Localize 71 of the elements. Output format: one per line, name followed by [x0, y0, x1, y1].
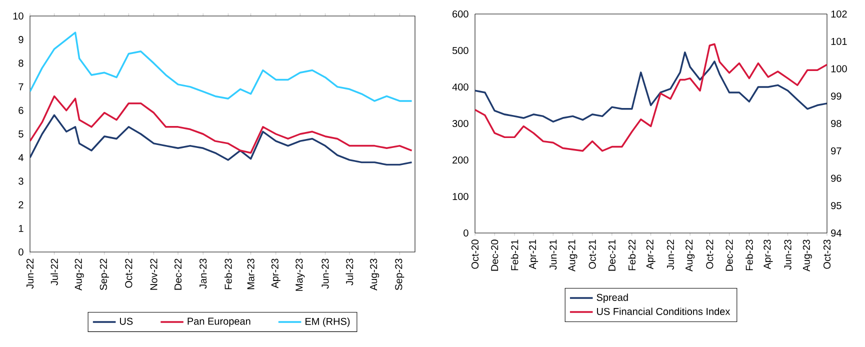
- x-tick-label: Jul-23: [346, 258, 354, 286]
- x-tick-label: Mar-23: [247, 258, 254, 290]
- y-tick-label: 0: [464, 229, 468, 237]
- y-tick-label: 8: [18, 60, 24, 67]
- legend-label: Pan European: [188, 318, 250, 327]
- y2-tick-label: 101: [831, 38, 847, 45]
- x-tick-label: Aug-22: [74, 258, 84, 290]
- y-tick-label: 9: [18, 36, 24, 44]
- x-tick-label: Jan-23: [200, 258, 207, 289]
- legend-label: US Financial Conditions Index: [597, 308, 730, 316]
- x-tick-label: Feb-23: [746, 240, 753, 270]
- y2-tick-label: 99: [831, 92, 842, 100]
- x-tick-label: Aug-23: [370, 258, 380, 290]
- y2-tick-label: 102: [831, 10, 847, 18]
- y-tick-label: 10: [13, 12, 24, 20]
- x-tick-label: Oct-21: [588, 240, 596, 269]
- y2-tick-label: 98: [831, 120, 842, 128]
- y-tick-label: 1: [18, 224, 24, 232]
- x-tick-label: Apr-23: [271, 258, 280, 288]
- x-tick-label: Feb-23: [224, 258, 232, 290]
- y-tick-label: 4: [18, 154, 24, 162]
- legend-label: US: [120, 318, 133, 325]
- y-tick-label: 6: [18, 106, 24, 114]
- x-tick-label: Aug-21: [568, 240, 578, 272]
- x-tick-label: Dec-21: [608, 240, 616, 271]
- y-tick-label: 100: [452, 192, 468, 200]
- x-tick-label: Jun-23: [784, 240, 792, 270]
- x-tick-label: Feb-22: [628, 240, 636, 270]
- x-tick-label: Jun-23: [322, 258, 329, 289]
- y2-tick-label: 95: [831, 202, 842, 210]
- x-tick-label: Sep-22: [100, 258, 109, 290]
- y-tick-label: 0: [18, 248, 24, 256]
- y-tick-label: 300: [452, 120, 468, 128]
- x-tick-label: Jun-22: [666, 240, 674, 270]
- x-tick-label: Oct-22: [125, 258, 132, 288]
- x-tick-label: Oct-23: [823, 240, 831, 269]
- y2-tick-label: 97: [831, 147, 842, 154]
- y-tick-label: 600: [452, 10, 468, 18]
- x-tick-label: Nov-22: [150, 258, 158, 290]
- y-tick-label: 5: [18, 130, 24, 138]
- line-series: [30, 32, 413, 102]
- x-tick-label: Aug-22: [686, 240, 695, 272]
- y2-tick-label: 100: [831, 65, 847, 72]
- line-series: [30, 114, 413, 166]
- y-tick-label: 200: [452, 156, 468, 164]
- x-tick-label: Jun-22: [26, 258, 34, 289]
- line-series: [475, 43, 827, 152]
- x-tick-label: Jul-22: [50, 258, 58, 286]
- x-tick-label: May-23: [296, 258, 305, 291]
- x-tick-label: Aug-23: [802, 240, 812, 272]
- x-tick-label: Sep-23: [395, 258, 404, 290]
- x-tick-label: Dec-20: [491, 240, 498, 271]
- legend-label: EM (RHS): [306, 318, 350, 327]
- x-tick-label: Feb-21: [510, 240, 518, 270]
- x-tick-label: Apr-23: [764, 240, 773, 270]
- line-series: [475, 51, 827, 123]
- y-tick-label: 7: [18, 83, 24, 90]
- x-tick-label: Apr-22: [646, 240, 656, 270]
- x-tick-label: Jun-21: [550, 240, 557, 270]
- y2-tick-label: 94: [831, 229, 842, 237]
- y-tick-label: 3: [18, 178, 24, 185]
- y2-tick-label: 96: [831, 174, 842, 182]
- y-tick-label: 400: [452, 83, 468, 91]
- y-tick-label: 500: [452, 46, 468, 54]
- x-tick-label: Oct-22: [706, 240, 714, 269]
- x-tick-label: Apr-21: [528, 240, 538, 270]
- x-tick-label: Oct-20: [471, 240, 479, 269]
- x-tick-label: Dec-22: [174, 258, 182, 290]
- legend-label: Spread: [596, 294, 628, 303]
- y-tick-label: 2: [18, 201, 24, 208]
- x-tick-label: Dec-22: [726, 240, 733, 271]
